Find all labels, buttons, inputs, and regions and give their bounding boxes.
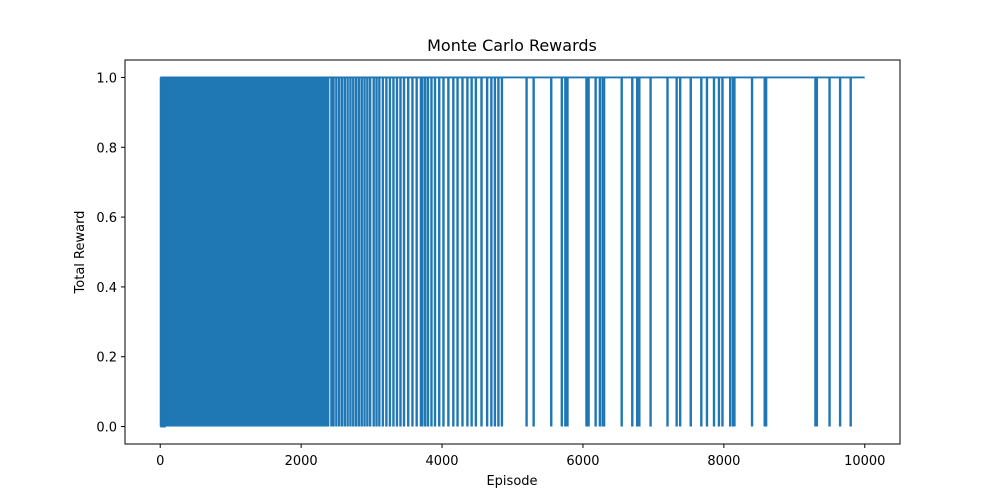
y-tick-label: 1.0 <box>96 71 117 86</box>
x-tick-label: 2000 <box>285 454 318 469</box>
x-tick-label: 0 <box>156 454 164 469</box>
y-tick-label: 0.4 <box>96 281 117 296</box>
axes-frame <box>124 59 901 445</box>
plot-area <box>159 76 865 428</box>
y-tick-label: 0.8 <box>96 141 117 156</box>
x-tick-label: 8000 <box>707 454 740 469</box>
x-tick-label: 4000 <box>425 454 458 469</box>
x-tick-label: 6000 <box>566 454 599 469</box>
x-axis-label: Episode <box>486 474 537 489</box>
x-tick-label: 10000 <box>844 454 885 469</box>
y-tick-label: 0.6 <box>96 211 117 226</box>
series-dense-fill <box>165 77 330 427</box>
y-tick-label: 0.0 <box>96 421 117 436</box>
x-axis-ticks: 0 2000 4000 6000 8000 10000 <box>156 444 885 469</box>
y-tick-label: 0.2 <box>96 351 117 366</box>
chart-title: Monte Carlo Rewards <box>427 36 597 55</box>
y-axis-label: Total Reward <box>73 211 88 295</box>
y-axis-ticks: 0.0 0.2 0.4 0.6 0.8 1.0 <box>96 71 125 436</box>
